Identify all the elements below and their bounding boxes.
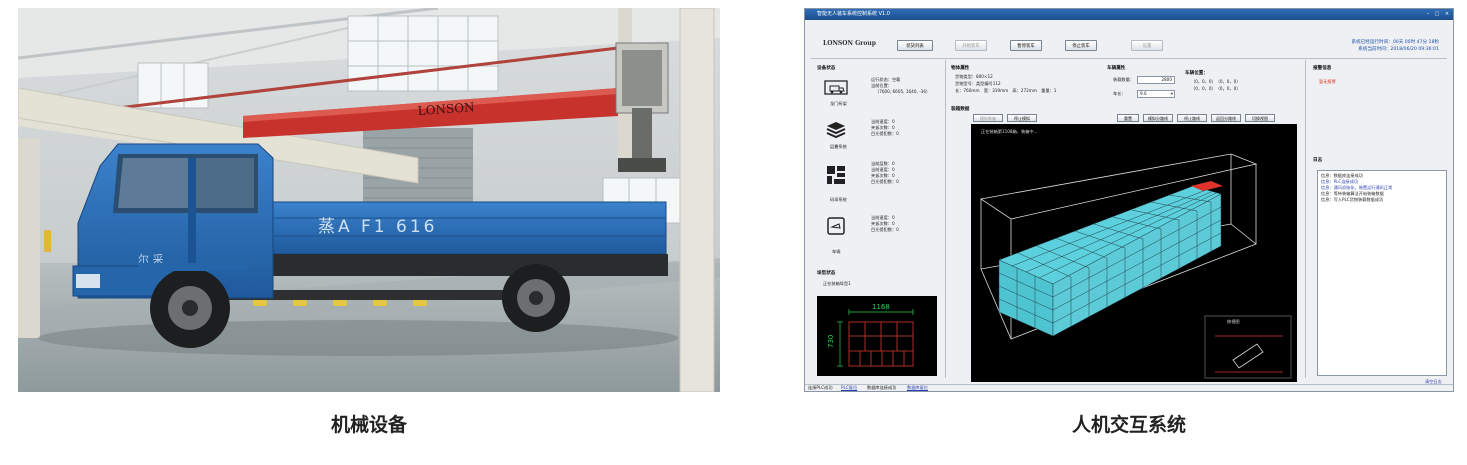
truck-plate-text: 蒸A F1 616 xyxy=(318,217,437,237)
load-count-field[interactable]: 2800 xyxy=(1137,76,1175,84)
vehicle-status-2: 夹紧次数：0 xyxy=(871,221,895,226)
pack-status-title: 垛型状态 xyxy=(817,271,836,276)
vehicle-attr-title: 车辆属性 xyxy=(1107,66,1126,71)
log-title: 日志 xyxy=(1313,158,1323,163)
logo: LONSON Group xyxy=(823,40,876,47)
crane-status-2: 当前位置： xyxy=(871,83,892,88)
window-title: 智能无人装车系统控制系统 V1.0 xyxy=(817,11,890,17)
device-status-title: 设备状态 xyxy=(817,66,836,71)
box-type: 货物类型：800×12 xyxy=(955,74,993,79)
loading-3d-view: 正在装箱第1108箱，装箱中... xyxy=(971,124,1297,382)
chevron-down-icon: ▾ xyxy=(1170,91,1173,96)
status-plc: 连接PLC成功 xyxy=(808,385,833,390)
sim-route-button[interactable]: 模拟分路线 xyxy=(1143,114,1173,122)
start-load-button[interactable]: 开始装车 xyxy=(955,40,987,51)
box-model: 货物型号：类型编号112 xyxy=(955,81,1001,86)
current-time-text: 系统当前时间：2018/06/20 09:36:01 xyxy=(1358,47,1439,52)
main-window: LONSON Group 装货列表 开始装车 暂停装车 停止装车 设置 系统已经… xyxy=(805,20,1453,391)
vehicle-pos-title: 车辆位置： xyxy=(1185,71,1208,76)
close-icon[interactable]: × xyxy=(1444,11,1450,17)
truck-loading-scene: LONSON 蒸A F1 616 尔 采 xyxy=(18,8,720,392)
load-count-label: 装载数量： xyxy=(1113,77,1134,82)
rear-wheel xyxy=(502,264,570,332)
left-caption: 机械设备 xyxy=(330,414,407,436)
alarm-title: 报警信息 xyxy=(1313,66,1332,71)
layer-status-3: 目光侵犯数：0 xyxy=(871,131,899,136)
reset-button[interactable]: 重置 xyxy=(1117,114,1139,122)
layer-stack-icon xyxy=(825,120,847,142)
vehicle-icon xyxy=(825,215,847,237)
crane-label: 龙门桁架 xyxy=(830,101,847,106)
return-route-button[interactable]: 返回分路线 xyxy=(1211,114,1241,122)
front-wheel xyxy=(150,268,230,348)
truck-door-text: 尔 采 xyxy=(138,253,164,266)
layer-label: 层叠系统 xyxy=(830,144,847,149)
status-plc-reset[interactable]: PLC复位 xyxy=(841,385,858,390)
truck-length-select[interactable]: 9.6 ▾ xyxy=(1137,90,1175,98)
settings-button[interactable]: 设置 xyxy=(1131,40,1163,51)
pack-layout-view: 1168 730 xyxy=(817,296,937,376)
grid-status-2: 当前速度：0 xyxy=(871,167,895,172)
grid-icon xyxy=(825,164,847,186)
sim-title: 装箱数据 xyxy=(951,107,970,112)
crane-brand-text: LONSON xyxy=(417,100,475,118)
load-list-button[interactable]: 装货列表 xyxy=(897,40,933,51)
vehicle-label: 车辆 xyxy=(832,249,841,254)
log-line: 信息：写入PLC货物装载数据成功 xyxy=(1321,197,1384,202)
truck-length-label: 车长： xyxy=(1113,91,1126,96)
grid-label: 码垛系统 xyxy=(830,197,847,202)
grid-status-4: 目光侵犯数：0 xyxy=(871,179,899,184)
clear-log-link[interactable]: 清空日志 xyxy=(1425,379,1442,384)
mini-view-label: 俯视图 xyxy=(1227,319,1240,324)
vehicle-status-1: 当前速度：0 xyxy=(871,215,895,220)
log-line: 信息：通讯初始化，装置运行通讯正常 xyxy=(1321,185,1393,190)
hmi-screenshot: 智能无人装车系统控制系统 V1.0 – □ × LONSON Group 装货列… xyxy=(804,8,1454,392)
switch-view-button[interactable]: 切换视图 xyxy=(1245,114,1275,122)
stop-load-button[interactable]: 停止装车 xyxy=(1065,40,1097,51)
alarm-text: 暂无报警 xyxy=(1319,79,1336,84)
status-db: 数据库连接成功 xyxy=(867,385,897,390)
pause-load-button[interactable]: 暂停装车 xyxy=(1010,40,1042,51)
pack-status-text: 正在装箱垛型1 xyxy=(823,281,851,286)
vehicle-pos-line-2: （0，0，0） （0，0，0） xyxy=(1191,86,1241,91)
pack-depth-label: 730 xyxy=(827,335,835,348)
simulate-button[interactable]: 模拟装箱 xyxy=(973,114,1003,122)
minimize-icon[interactable]: – xyxy=(1426,11,1430,17)
status-db-reset[interactable]: 数据库复位 xyxy=(907,385,928,390)
right-caption: 人机交互系统 xyxy=(1071,414,1186,436)
machinery-photo: LONSON 蒸A F1 616 尔 采 xyxy=(18,8,720,392)
stop-simulate-button[interactable]: 停止模拟 xyxy=(1007,114,1037,122)
box-dims: 长：760mm 宽：319mm 高：272mm 重量：1 xyxy=(955,88,1057,93)
log-line: 信息：数据库连接成功 xyxy=(1321,173,1363,178)
run-time-text: 系统已经运行时间：00天 00时 47分 18秒 xyxy=(1351,40,1439,45)
grid-status-3: 夹紧次数：0 xyxy=(871,173,895,178)
grid-status-1: 当前层数：0 xyxy=(871,161,895,166)
layer-status-1: 当前速度：0 xyxy=(871,119,895,124)
maximize-icon[interactable]: □ xyxy=(1434,11,1440,17)
layer-status-2: 夹紧次数：0 xyxy=(871,125,895,130)
crane-status-3: （7600, 6605, 1640, -36） xyxy=(875,89,931,94)
log-line: 信息：PLC连接成功 xyxy=(1321,179,1359,184)
pack-width-label: 1168 xyxy=(872,303,890,311)
vehicle-pos-line-1: （0，0，0） （0，0，0） xyxy=(1191,79,1241,84)
vehicle-status-3: 目光侵犯数：0 xyxy=(871,227,899,232)
crane-status-1: 运行状态：空载 xyxy=(871,77,901,82)
truck-icon xyxy=(823,78,849,100)
window-titlebar: 智能无人装车系统控制系统 V1.0 – □ × xyxy=(805,9,1453,20)
stop-route-button[interactable]: 停止路线 xyxy=(1177,114,1207,122)
sim-status-text: 正在装箱第1108箱，装箱中... xyxy=(981,129,1038,134)
log-line: 信息：等待装箱算法开始装箱数据 xyxy=(1321,191,1384,196)
log-list[interactable]: 信息：数据库连接成功 信息：PLC连接成功 信息：通讯初始化，装置运行通讯正常 … xyxy=(1317,170,1447,376)
box-attr-title: 物体属性 xyxy=(951,66,970,71)
